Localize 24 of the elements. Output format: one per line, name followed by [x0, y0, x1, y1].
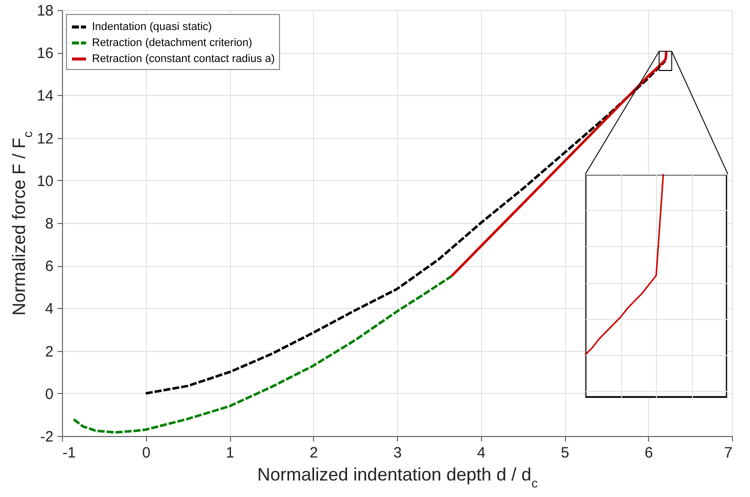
y-tick-label: 4 [45, 300, 54, 318]
legend-label: Retraction (detachment criterion) [92, 37, 252, 49]
y-tick-label: 12 [36, 130, 54, 148]
x-tick-label: 1 [226, 444, 234, 462]
x-tick-label: 2 [310, 444, 318, 462]
x-tick-label: 5 [560, 444, 570, 462]
y-tick-label: 10 [36, 172, 54, 190]
y-tick-label: 18 [36, 2, 54, 20]
y-tick-label: 8 [45, 216, 54, 232]
y-tick-label: 2 [45, 343, 54, 360]
x-tick-label: 7 [724, 444, 732, 462]
x-tick-label: 6 [644, 444, 653, 462]
x-tick-label: -1 [62, 444, 76, 462]
legend-label: Retraction (constant contact radius a) [92, 53, 275, 65]
legend-label: Indentation (quasi static) [92, 21, 212, 33]
y-tick-label: 14 [36, 88, 54, 105]
y-tick-label: -2 [40, 428, 54, 446]
x-tick-label: 0 [142, 444, 150, 462]
x-axis-title: Normalized indentation depth d / d$_{c}$ [257, 464, 538, 490]
x-tick-label: 3 [393, 444, 402, 462]
y-tick-label: 16 [36, 45, 54, 62]
y-tick-label: 6 [45, 258, 54, 276]
x-tick-label: 4 [477, 444, 486, 462]
y-tick-label: 0 [45, 386, 54, 403]
